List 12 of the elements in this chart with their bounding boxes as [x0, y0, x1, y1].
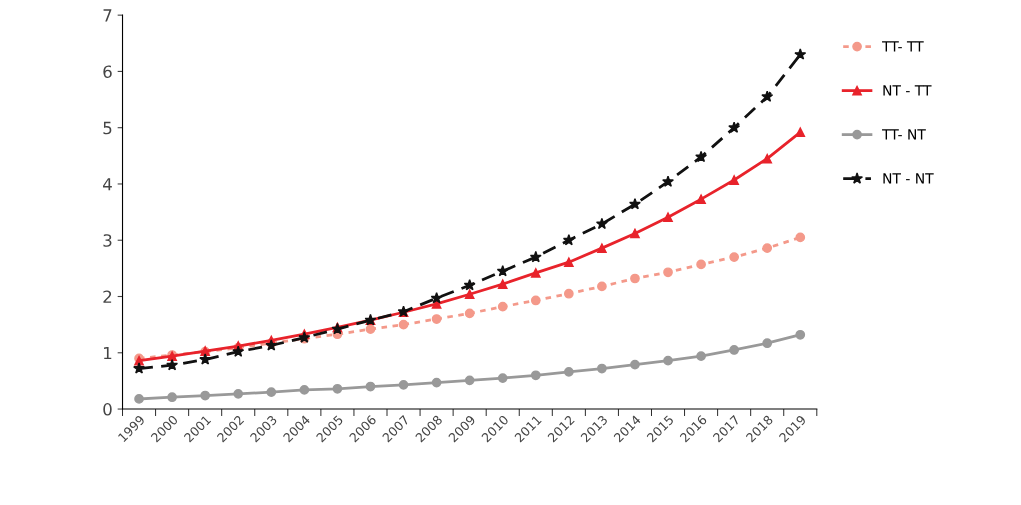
y-tick-label: 0 — [103, 403, 112, 416]
y-tick-label: 3 — [103, 234, 112, 247]
y-tick-label: 7 — [103, 9, 112, 22]
legend-label: TT- NT — [882, 129, 926, 140]
y-tick-label: 4 — [103, 178, 112, 191]
y-tick-label: 6 — [103, 65, 112, 78]
legend-label: TT- TT — [882, 41, 924, 52]
legend-label: NT - TT — [883, 85, 932, 96]
y-tick-label: 1 — [104, 346, 112, 360]
y-tick-label: 2 — [103, 290, 112, 303]
y-tick-label: 5 — [103, 121, 112, 135]
legend-label: NT - NT — [883, 173, 934, 184]
